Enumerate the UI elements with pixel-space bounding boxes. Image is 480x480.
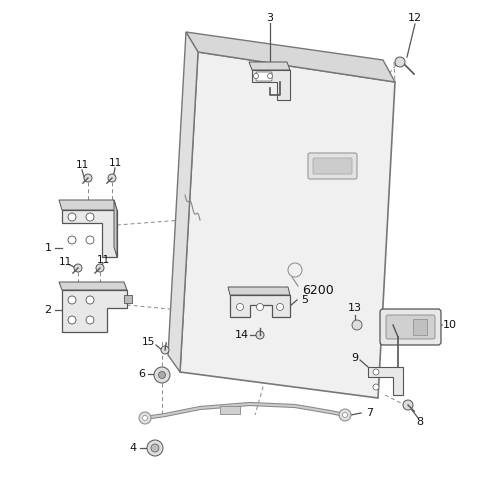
Circle shape: [343, 412, 348, 418]
Circle shape: [151, 444, 159, 452]
Bar: [413, 319, 427, 335]
Text: 6200: 6200: [302, 284, 334, 297]
Polygon shape: [168, 32, 198, 372]
Text: 3: 3: [266, 13, 274, 23]
Text: 11: 11: [96, 255, 109, 265]
Circle shape: [68, 213, 76, 221]
Text: 2: 2: [45, 305, 51, 315]
Circle shape: [253, 73, 259, 79]
Circle shape: [154, 367, 170, 383]
Polygon shape: [62, 290, 127, 332]
FancyBboxPatch shape: [256, 72, 272, 81]
Polygon shape: [59, 282, 127, 290]
Circle shape: [158, 372, 166, 379]
Text: 13: 13: [348, 303, 362, 313]
Circle shape: [68, 316, 76, 324]
Polygon shape: [249, 62, 290, 70]
Bar: [124, 295, 132, 303]
Polygon shape: [252, 70, 290, 100]
Text: 7: 7: [366, 408, 373, 418]
Text: 11: 11: [108, 158, 121, 168]
Circle shape: [161, 346, 169, 354]
Text: 8: 8: [417, 417, 423, 427]
Circle shape: [86, 236, 94, 244]
Polygon shape: [368, 367, 403, 395]
Text: 12: 12: [408, 13, 422, 23]
Circle shape: [143, 416, 147, 420]
Circle shape: [86, 296, 94, 304]
Polygon shape: [59, 200, 117, 210]
Polygon shape: [114, 200, 117, 257]
Circle shape: [84, 174, 92, 182]
FancyBboxPatch shape: [380, 309, 441, 345]
FancyBboxPatch shape: [308, 153, 357, 179]
Text: 11: 11: [75, 160, 89, 170]
Circle shape: [403, 400, 413, 410]
Text: 11: 11: [59, 257, 72, 267]
Circle shape: [96, 264, 104, 272]
Circle shape: [237, 303, 243, 311]
Circle shape: [68, 236, 76, 244]
Circle shape: [352, 320, 362, 330]
Polygon shape: [230, 295, 290, 317]
Circle shape: [74, 264, 82, 272]
Circle shape: [373, 369, 379, 375]
Bar: [220, 406, 240, 414]
Text: 1: 1: [45, 243, 51, 253]
Circle shape: [395, 57, 405, 67]
Text: 6: 6: [139, 369, 145, 379]
Text: 9: 9: [351, 353, 359, 363]
Circle shape: [68, 296, 76, 304]
Text: 4: 4: [130, 443, 137, 453]
Text: 14: 14: [235, 330, 249, 340]
Text: 10: 10: [443, 320, 457, 330]
Circle shape: [86, 213, 94, 221]
Circle shape: [256, 331, 264, 339]
Polygon shape: [228, 287, 290, 295]
FancyBboxPatch shape: [313, 158, 352, 174]
Circle shape: [267, 73, 273, 79]
Circle shape: [339, 409, 351, 421]
Circle shape: [108, 174, 116, 182]
Circle shape: [147, 440, 163, 456]
Polygon shape: [186, 32, 395, 82]
Circle shape: [139, 412, 151, 424]
Text: 15: 15: [142, 337, 155, 347]
Polygon shape: [180, 52, 395, 398]
Circle shape: [256, 303, 264, 311]
Text: 5: 5: [301, 295, 309, 305]
Circle shape: [373, 384, 379, 390]
Circle shape: [86, 316, 94, 324]
Polygon shape: [62, 210, 117, 257]
Circle shape: [288, 263, 302, 277]
FancyBboxPatch shape: [386, 315, 435, 339]
Circle shape: [276, 303, 284, 311]
